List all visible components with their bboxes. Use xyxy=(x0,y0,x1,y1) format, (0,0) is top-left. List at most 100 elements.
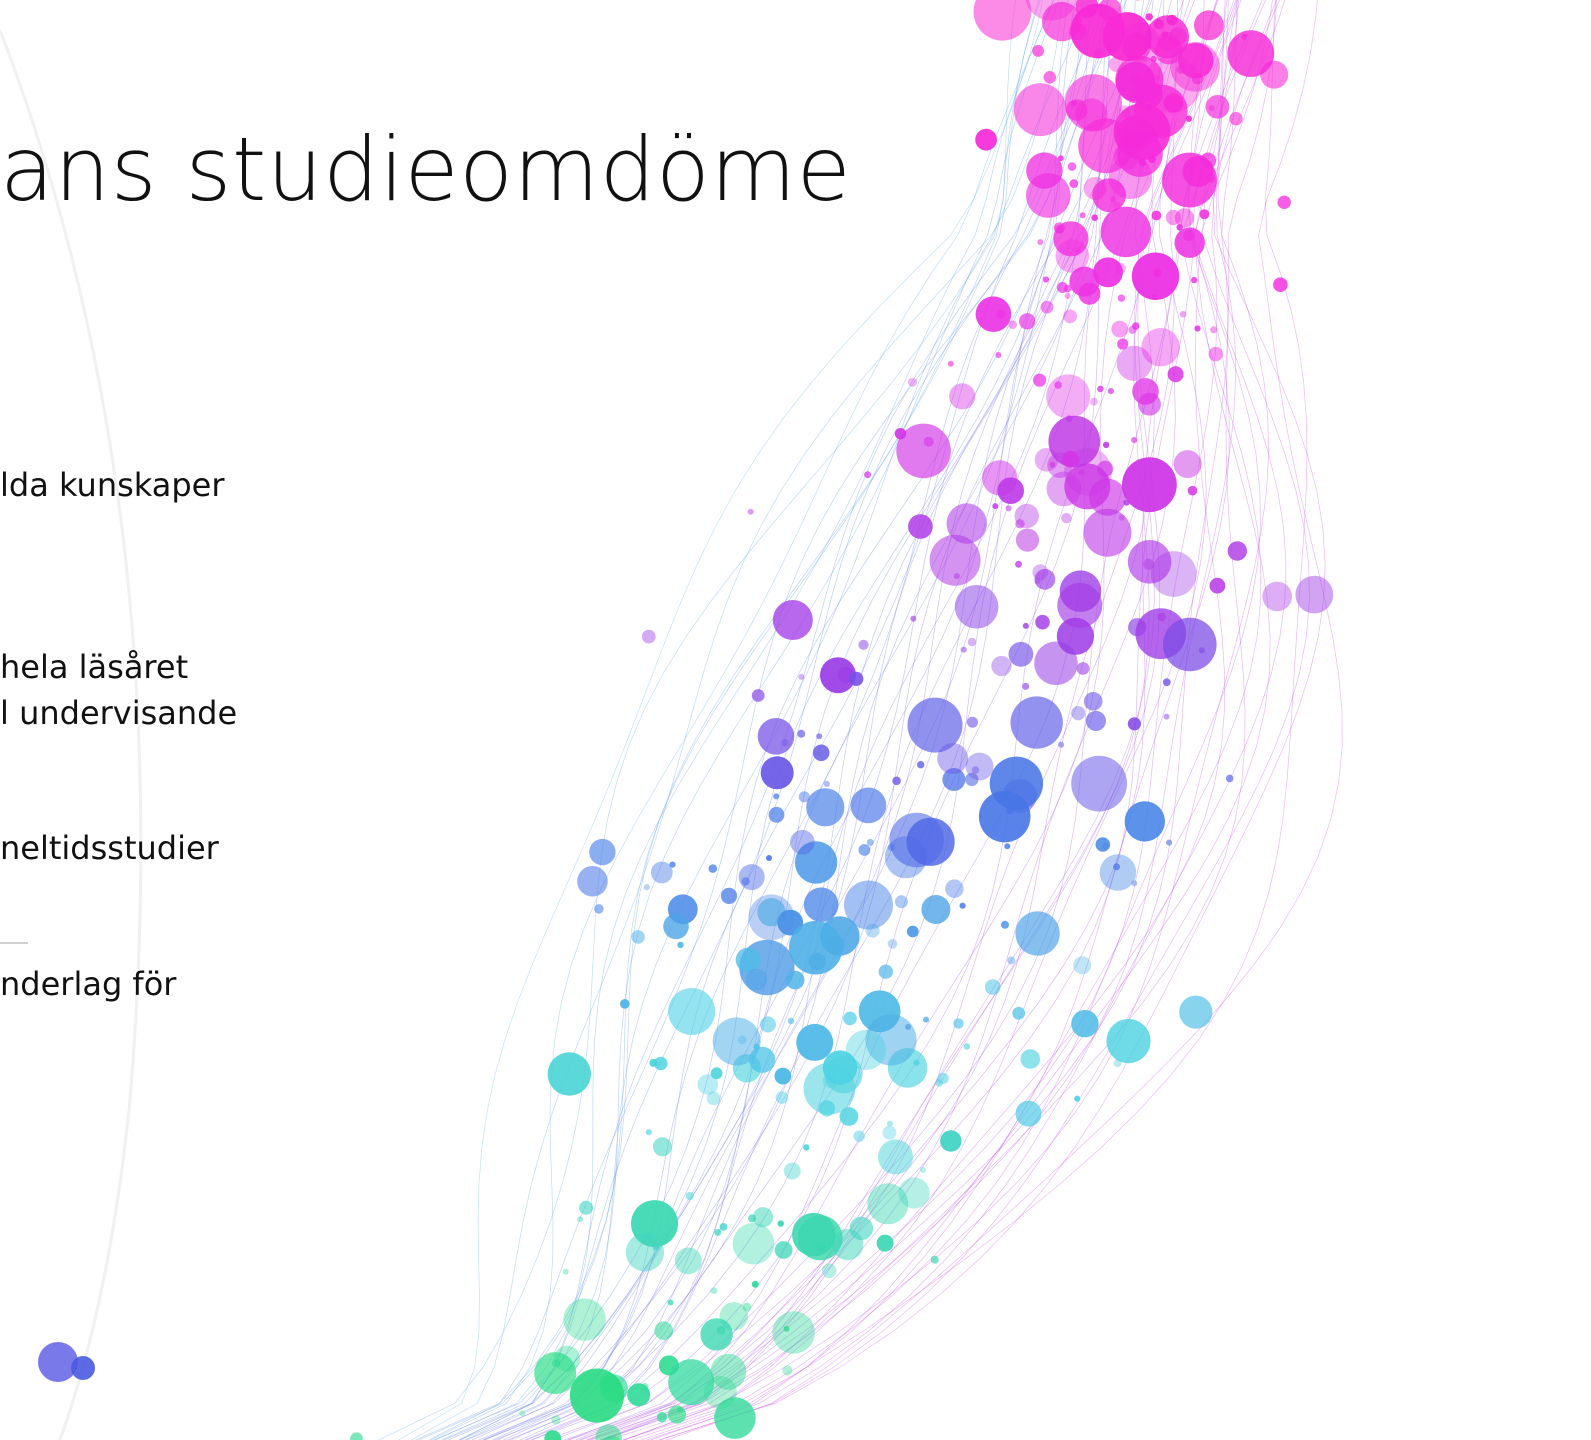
dot xyxy=(905,1024,911,1030)
dot xyxy=(761,756,794,789)
dot xyxy=(1075,247,1081,253)
dot xyxy=(1157,613,1166,622)
dot xyxy=(748,509,754,515)
dot xyxy=(966,753,994,781)
dot xyxy=(1063,310,1077,324)
dot xyxy=(879,965,893,979)
dot xyxy=(908,378,917,387)
dot xyxy=(1175,228,1205,258)
dot xyxy=(1162,31,1169,38)
dot xyxy=(892,777,901,786)
dot xyxy=(907,926,919,938)
dot xyxy=(577,866,608,897)
dot xyxy=(816,733,822,739)
dot xyxy=(1064,463,1110,509)
bullet-text: lda kunskaper xyxy=(0,466,225,504)
dot xyxy=(38,1342,78,1382)
dot xyxy=(948,361,954,367)
dot xyxy=(1194,10,1224,40)
dot xyxy=(1119,515,1125,521)
dot xyxy=(1164,714,1170,720)
dot xyxy=(995,352,1001,358)
dot xyxy=(668,988,715,1035)
dot xyxy=(1071,706,1085,720)
dot xyxy=(579,1201,593,1215)
dot xyxy=(1168,366,1184,382)
dot xyxy=(1058,155,1064,161)
dot xyxy=(1023,623,1029,629)
dot xyxy=(1055,225,1064,234)
dot xyxy=(775,1068,792,1085)
dot xyxy=(1014,83,1067,136)
dot xyxy=(1146,13,1153,20)
dot xyxy=(651,862,673,884)
dot xyxy=(1090,398,1098,406)
dot xyxy=(720,1223,728,1231)
dot xyxy=(642,630,656,644)
dot xyxy=(1194,325,1200,331)
dot xyxy=(1096,837,1111,852)
dot xyxy=(975,129,997,151)
dot xyxy=(646,1129,652,1135)
dot xyxy=(778,1220,784,1226)
dot xyxy=(1100,854,1137,891)
dot xyxy=(1046,374,1090,418)
dot xyxy=(758,718,795,755)
dot xyxy=(700,1318,732,1350)
dot xyxy=(1034,642,1078,686)
dot xyxy=(907,818,955,866)
dot xyxy=(772,1311,815,1354)
dot xyxy=(1032,564,1048,580)
dot xyxy=(1169,27,1187,45)
dot xyxy=(1016,1101,1042,1127)
dot xyxy=(967,717,978,728)
dot xyxy=(721,888,737,904)
dot xyxy=(1074,1096,1080,1102)
dot xyxy=(955,585,999,629)
dot xyxy=(698,1074,719,1095)
dot xyxy=(931,1256,939,1264)
dot xyxy=(1163,678,1171,686)
dot xyxy=(1075,98,1107,130)
dot xyxy=(784,1163,801,1180)
dot xyxy=(1016,529,1039,552)
dot xyxy=(816,1243,826,1253)
dot xyxy=(739,864,765,890)
dot xyxy=(792,1213,835,1256)
dot xyxy=(350,1432,363,1440)
dot xyxy=(1006,505,1012,511)
dot xyxy=(1008,320,1017,329)
dot xyxy=(1078,283,1100,305)
dot xyxy=(644,884,650,890)
dot xyxy=(947,503,987,543)
dot xyxy=(789,921,843,975)
dot xyxy=(714,1229,721,1236)
dot xyxy=(1001,921,1009,929)
dot xyxy=(1132,378,1159,405)
dot xyxy=(1086,711,1106,731)
dot xyxy=(895,895,908,908)
dot xyxy=(1229,112,1242,125)
dot xyxy=(1106,1019,1150,1063)
dot xyxy=(920,1167,926,1173)
dot xyxy=(913,1060,919,1066)
dot xyxy=(804,887,839,922)
bullet-text: neltidsstudier xyxy=(0,829,219,867)
dot xyxy=(782,1365,792,1375)
dot xyxy=(1262,582,1292,612)
dot xyxy=(859,844,871,856)
dot xyxy=(769,807,785,823)
dot xyxy=(663,914,689,940)
dot xyxy=(1152,211,1162,221)
dot xyxy=(798,674,804,680)
dot xyxy=(949,383,975,409)
dot xyxy=(1054,381,1062,389)
dot xyxy=(803,1144,809,1150)
slide-title: ans studieomdöme xyxy=(0,118,851,221)
dot xyxy=(985,979,1001,995)
dot xyxy=(554,1346,580,1372)
dot xyxy=(563,1269,569,1275)
dot xyxy=(649,1059,657,1067)
dot xyxy=(996,310,1005,319)
dot xyxy=(1091,214,1098,221)
